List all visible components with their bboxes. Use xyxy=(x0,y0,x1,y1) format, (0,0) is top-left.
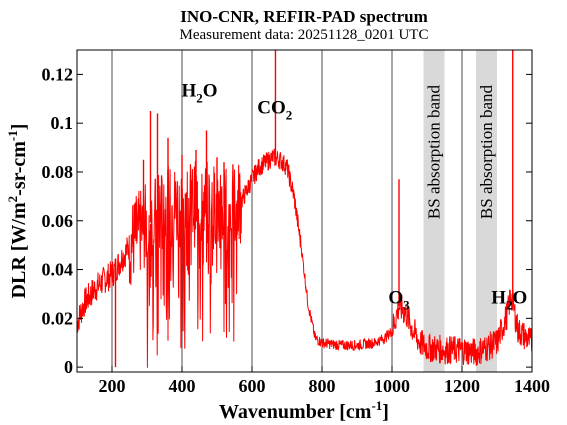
y-tick-label-1: 0.02 xyxy=(42,308,74,328)
y-tick-label-0: 0 xyxy=(64,357,73,377)
chart-subtitle: Measurement data: 20251128_0201 UTC xyxy=(180,27,429,43)
x-tick-label-800: 800 xyxy=(309,376,336,396)
absorption-band-1 xyxy=(423,50,445,372)
annotation-1: H2O xyxy=(181,80,217,105)
x-tick-label-400: 400 xyxy=(169,376,196,396)
data-layer xyxy=(76,50,533,368)
x-tick-label-1000: 1000 xyxy=(374,376,410,396)
y-tick-label-4: 0.08 xyxy=(42,162,74,182)
bands-layer: BS absorption band BS absorption band xyxy=(423,50,497,372)
x-tick-label-200: 200 xyxy=(99,376,126,396)
absorption-band-2 xyxy=(476,50,497,372)
y-tick-label-2: 0.04 xyxy=(42,260,74,280)
annotation-2: CO2 xyxy=(257,97,292,122)
y-tick-label-5: 0.1 xyxy=(51,113,74,133)
chart-title: INO-CNR, REFIR-PAD spectrum xyxy=(180,7,428,26)
spectrum-series xyxy=(76,148,533,368)
absorption-band-label-2: BS absorption band xyxy=(477,84,496,219)
y-tick-label-3: 0.06 xyxy=(42,211,74,231)
annotation-3: O3 xyxy=(388,288,410,313)
annotations-layer: H2O CO2 O3 H2O xyxy=(181,80,527,312)
absorption-band-label-1: BS absorption band xyxy=(425,84,444,219)
y-axis-label: DLR [W/m2-sr-cm-1] xyxy=(5,124,30,299)
grid-layer xyxy=(111,50,463,372)
x-axis-label: Wavenumber [cm-1] xyxy=(219,398,389,423)
annotation-4: H2O xyxy=(491,288,527,313)
y-tick-label-6: 0.12 xyxy=(42,64,74,84)
x-tick-label-1400: 1400 xyxy=(514,376,550,396)
ticks-layer: 200 400 600 800 1000 1200 1400 0 0.02 0.04 0.06 0.0… xyxy=(42,64,551,396)
x-tick-label-600: 600 xyxy=(239,376,266,396)
plot-frame xyxy=(76,49,533,373)
x-tick-label-1200: 1200 xyxy=(444,376,480,396)
